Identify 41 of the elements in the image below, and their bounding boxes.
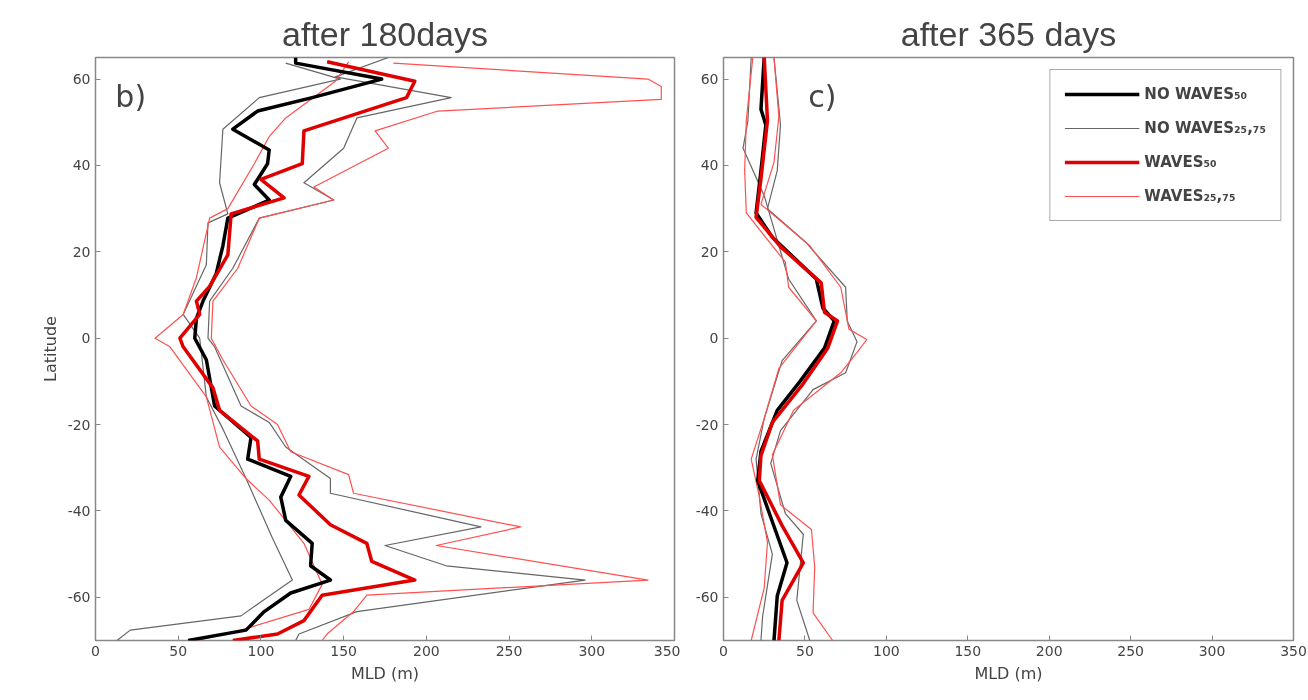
y-tick-label: -60	[695, 589, 719, 606]
annotation: b)	[115, 78, 147, 114]
y-tick-label: 0	[709, 330, 719, 347]
legend-label: NO WAVES₅₀	[1144, 85, 1248, 103]
x-tick-label: 200	[1035, 642, 1063, 659]
y-tick-label: 60	[700, 71, 719, 88]
x-tick-label: 200	[413, 642, 440, 659]
x-tick-label: 150	[954, 642, 982, 659]
y-tick-label: -60	[67, 589, 91, 606]
y-tick-label: 60	[72, 71, 91, 88]
legend-label: NO WAVES₂₅,₇₅	[1144, 119, 1266, 137]
x-tick-label: 100	[247, 642, 275, 659]
line-series	[178, 60, 417, 641]
y-tick-label: -40	[695, 502, 719, 519]
x-tick-label: 100	[873, 642, 900, 659]
y-tick-label: 0	[81, 330, 91, 347]
chart-title: after 365 days	[900, 14, 1117, 53]
x-axis-title: MLD (m)	[350, 663, 420, 683]
chart-title: after 180days	[281, 14, 489, 53]
y-tick-label: -40	[67, 502, 91, 519]
y-tick-label: 20	[72, 243, 91, 260]
x-tick-label: 350	[1280, 642, 1307, 659]
x-axis-title: MLD (m)	[974, 663, 1043, 683]
legend-label: WAVES₂₅,₇₅	[1144, 187, 1236, 205]
y-tick-label: -20	[695, 416, 719, 433]
x-tick-label: 50	[796, 642, 814, 659]
y-tick-label: 20	[700, 243, 719, 260]
annotation: c)	[808, 78, 837, 114]
line-series	[210, 62, 662, 641]
y-axis-title: Latitude	[40, 316, 60, 382]
y-tick-label: 40	[700, 157, 719, 174]
x-tick-label: 350	[653, 642, 681, 659]
x-tick-label: 50	[169, 642, 188, 659]
x-tick-label: 250	[495, 642, 523, 659]
y-tick-label: 40	[72, 157, 91, 174]
x-tick-label: 150	[330, 642, 358, 659]
x-tick-label: 300	[578, 642, 606, 659]
x-tick-label: 300	[1198, 642, 1226, 659]
legend-label: WAVES₅₀	[1144, 153, 1217, 171]
x-tick-label: 250	[1117, 642, 1145, 659]
y-tick-label: -20	[67, 416, 91, 433]
